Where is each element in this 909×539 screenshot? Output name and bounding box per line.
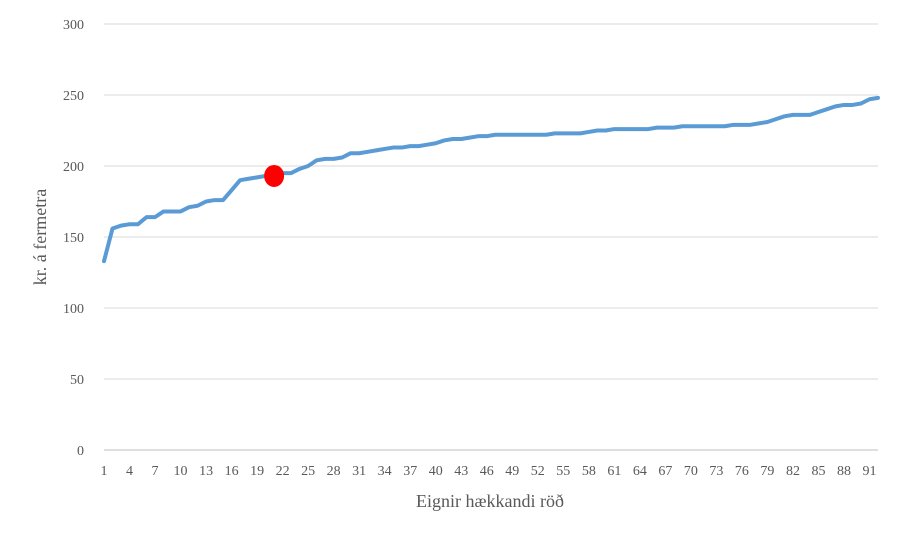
x-tick-label: 19 (250, 464, 264, 479)
x-tick-label: 34 (378, 464, 392, 479)
x-tick-label: 67 (658, 464, 672, 479)
y-tick-label: 300 (63, 18, 84, 33)
x-tick-label: 52 (531, 464, 545, 479)
x-tick-label: 40 (429, 464, 443, 479)
y-tick-label: 100 (63, 302, 84, 317)
y-tick-label: 50 (70, 373, 84, 388)
y-tick-label: 200 (63, 160, 84, 175)
x-tick-label: 79 (760, 464, 774, 479)
highlight-layer (264, 164, 285, 187)
x-tick-label: 58 (582, 464, 596, 479)
x-tick-label: 55 (556, 464, 570, 479)
series-layer (102, 95, 880, 264)
x-tick-label: 88 (837, 464, 851, 479)
x-tick-label: 16 (225, 464, 239, 479)
x-tick-label: 28 (327, 464, 341, 479)
x-tick-label: 70 (684, 464, 698, 479)
x-tick-label: 91 (862, 464, 876, 479)
x-tick-label: 73 (709, 464, 723, 479)
x-tick-label: 31 (352, 464, 366, 479)
x-tick-label: 61 (607, 464, 621, 479)
y-tick-label: 250 (63, 89, 84, 104)
x-tick-label: 22 (276, 464, 290, 479)
y-axis-ticks: 0 50 100 150 200 250 300 (63, 18, 84, 459)
x-axis-title: Eignir hækkandi röð (416, 491, 564, 511)
x-tick-label: 46 (480, 464, 494, 479)
x-tick-label: 25 (301, 464, 315, 479)
x-tick-label: 7 (152, 464, 159, 479)
x-tick-label: 13 (199, 464, 213, 479)
y-tick-label: 0 (77, 444, 84, 459)
series-line (102, 95, 880, 264)
x-tick-label: 1 (101, 464, 108, 479)
x-tick-label: 37 (403, 464, 417, 479)
y-axis-title: kr. á fermetra (30, 189, 50, 285)
y-tick-label: 150 (63, 231, 84, 246)
x-tick-label: 85 (811, 464, 825, 479)
x-tick-label: 43 (454, 464, 468, 479)
x-tick-label: 76 (735, 464, 749, 479)
x-tick-label: 64 (633, 464, 647, 479)
x-tick-label: 82 (786, 464, 800, 479)
x-tick-label: 49 (505, 464, 519, 479)
gridlines (104, 23, 878, 451)
highlight-marker (264, 164, 285, 187)
x-axis-ticks: 1 4 7 10 13 16 19 22 25 28 31 34 37 40 43 46 49 52 55 58 61 6… (101, 464, 877, 479)
x-tick-label: 10 (174, 464, 188, 479)
x-tick-label: 4 (126, 464, 133, 479)
